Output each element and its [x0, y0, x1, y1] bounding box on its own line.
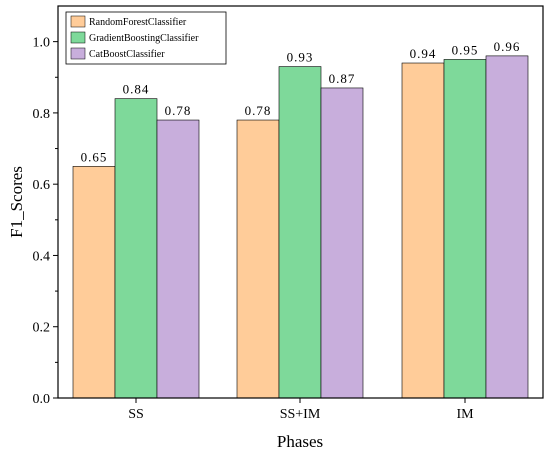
y-axis-title: F1_Scores: [7, 166, 26, 238]
y-tick-label: 0.2: [33, 321, 51, 336]
legend-box: [65, 11, 227, 65]
data-label: 0.87: [329, 71, 356, 86]
data-label: 0.78: [165, 103, 192, 118]
y-tick-label: 1.0: [33, 36, 51, 51]
bar-ss-series-3: [156, 119, 200, 399]
legend-swatch: [70, 15, 86, 28]
legend-label: CatBoostClassifier: [89, 49, 165, 60]
legend-label: RandomForestClassifier: [89, 17, 187, 28]
bars-layer: [72, 55, 529, 399]
bar-im-series-3: [485, 55, 529, 399]
y-tick-label: 0.0: [33, 392, 51, 407]
y-tick-label: 0.6: [33, 178, 51, 193]
data-label: 0.65: [81, 149, 108, 164]
x-axis-title: Phases: [277, 432, 323, 451]
bar-ss-series-1: [72, 166, 116, 399]
data-labels-layer: 0.65 0.78 0.94 0.84 0.93 0.95 0.78 0.87 0.96: [81, 39, 521, 164]
data-label: 0.96: [494, 39, 521, 54]
bar-im-series-2: [443, 59, 487, 399]
data-label: 0.84: [123, 82, 150, 97]
bar-ss-im-series-1: [236, 119, 280, 399]
legend-swatch: [70, 47, 86, 60]
ticks-layer: 0.0 0.2 0.4 0.6 0.8 1.0 SS SS+IM IM: [33, 36, 475, 422]
x-tick-label: SS: [128, 407, 144, 422]
legend: RandomForestClassifier GradientBoostingCl…: [65, 11, 227, 65]
bar-ss-im-series-3: [320, 87, 364, 399]
legend-label: GradientBoostingClassifier: [89, 33, 199, 44]
x-tick-label: SS+IM: [280, 407, 321, 422]
bar-im-series-1: [401, 62, 445, 399]
legend-swatch: [70, 31, 86, 44]
y-tick-label: 0.4: [33, 249, 51, 264]
bar-ss-im-series-2: [278, 66, 322, 399]
data-label: 0.94: [410, 46, 437, 61]
bar-ss-series-2: [114, 98, 158, 399]
data-label: 0.95: [452, 42, 479, 57]
y-tick-label: 0.8: [33, 107, 51, 122]
data-label: 0.93: [287, 50, 314, 65]
x-tick-label: IM: [456, 407, 474, 422]
data-label: 0.78: [245, 103, 272, 118]
